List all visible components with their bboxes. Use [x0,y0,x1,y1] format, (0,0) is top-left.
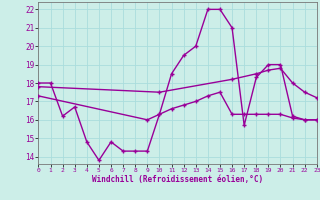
X-axis label: Windchill (Refroidissement éolien,°C): Windchill (Refroidissement éolien,°C) [92,175,263,184]
